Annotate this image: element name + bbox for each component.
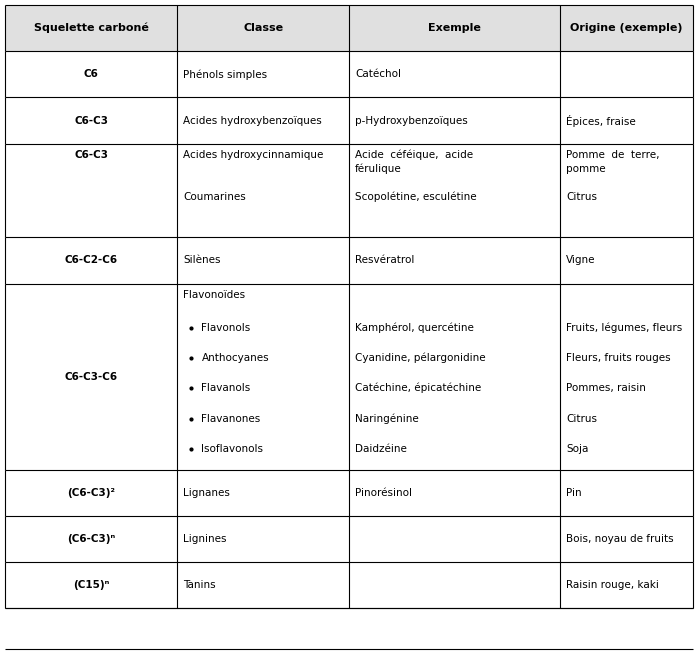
Text: Origine (exemple): Origine (exemple) <box>570 23 683 33</box>
Text: Scopolétine, esculétine: Scopolétine, esculétine <box>355 192 477 202</box>
Text: Kamphérol, quercétine: Kamphérol, quercétine <box>355 322 474 333</box>
Bar <box>5 516 693 562</box>
Text: Cyanidine, pélargonidine: Cyanidine, pélargonidine <box>355 353 486 363</box>
Text: C6: C6 <box>84 69 98 79</box>
Text: Flavonoïdes: Flavonoïdes <box>184 290 246 300</box>
Text: Raisin rouge, kaki: Raisin rouge, kaki <box>566 580 659 591</box>
Text: (C6-C3)²: (C6-C3)² <box>67 488 115 498</box>
Text: Coumarines: Coumarines <box>184 192 246 202</box>
Text: Phénols simples: Phénols simples <box>184 69 267 80</box>
Bar <box>5 237 693 284</box>
Text: (C6-C3)ⁿ: (C6-C3)ⁿ <box>67 534 115 544</box>
Text: Acides hydroxybenzoïques: Acides hydroxybenzoïques <box>184 116 322 126</box>
Text: Citrus: Citrus <box>566 413 597 424</box>
Text: Anthocyanes: Anthocyanes <box>202 353 269 363</box>
Text: Flavanones: Flavanones <box>202 413 261 424</box>
Bar <box>5 284 693 470</box>
Text: Daidzéine: Daidzéine <box>355 444 407 454</box>
Text: Fleurs, fruits rouges: Fleurs, fruits rouges <box>566 353 671 363</box>
Text: Silènes: Silènes <box>184 256 221 266</box>
Text: Resvératrol: Resvératrol <box>355 256 415 266</box>
Bar <box>5 97 693 144</box>
Text: C6-C3-C6: C6-C3-C6 <box>65 371 118 381</box>
Text: p-Hydroxybenzoïques: p-Hydroxybenzoïques <box>355 116 468 126</box>
Text: Vigne: Vigne <box>566 256 595 266</box>
Text: pomme: pomme <box>566 164 606 174</box>
Text: Catéchol: Catéchol <box>355 69 401 79</box>
Text: Flavonols: Flavonols <box>202 322 251 332</box>
Text: Catéchine, épicatéchine: Catéchine, épicatéchine <box>355 383 481 394</box>
Text: Lignines: Lignines <box>184 534 227 544</box>
Bar <box>5 5 693 51</box>
Text: Épices, fraise: Épices, fraise <box>566 114 636 127</box>
Text: Isoflavonols: Isoflavonols <box>202 444 263 454</box>
Text: Flavanols: Flavanols <box>202 383 251 393</box>
Text: Squelette carboné: Squelette carboné <box>34 23 149 33</box>
Text: Acides hydroxycinnamique: Acides hydroxycinnamique <box>184 150 324 160</box>
Bar <box>5 562 693 608</box>
Text: Exemple: Exemple <box>428 23 481 33</box>
Text: Classe: Classe <box>243 23 283 33</box>
Text: (C15)ⁿ: (C15)ⁿ <box>73 580 110 591</box>
Text: C6-C3: C6-C3 <box>74 116 108 126</box>
Text: Acide  céféique,  acide: Acide céféique, acide <box>355 150 473 160</box>
Text: Fruits, légumes, fleurs: Fruits, légumes, fleurs <box>566 322 682 333</box>
Bar <box>5 470 693 516</box>
Text: Pin: Pin <box>566 488 581 498</box>
Text: Lignanes: Lignanes <box>184 488 230 498</box>
Bar <box>5 51 693 97</box>
Text: Citrus: Citrus <box>566 192 597 202</box>
Text: Pomme  de  terre,: Pomme de terre, <box>566 150 660 160</box>
Text: Bois, noyau de fruits: Bois, noyau de fruits <box>566 534 674 544</box>
Text: C6-C2-C6: C6-C2-C6 <box>65 256 118 266</box>
Text: Tanins: Tanins <box>184 580 216 591</box>
Text: Pommes, raisin: Pommes, raisin <box>566 383 646 393</box>
Bar <box>5 144 693 237</box>
Text: Naringénine: Naringénine <box>355 413 419 424</box>
Text: Pinorésinol: Pinorésinol <box>355 488 412 498</box>
Text: Soja: Soja <box>566 444 588 454</box>
Text: férulique: férulique <box>355 164 402 174</box>
Text: C6-C3: C6-C3 <box>74 150 108 160</box>
